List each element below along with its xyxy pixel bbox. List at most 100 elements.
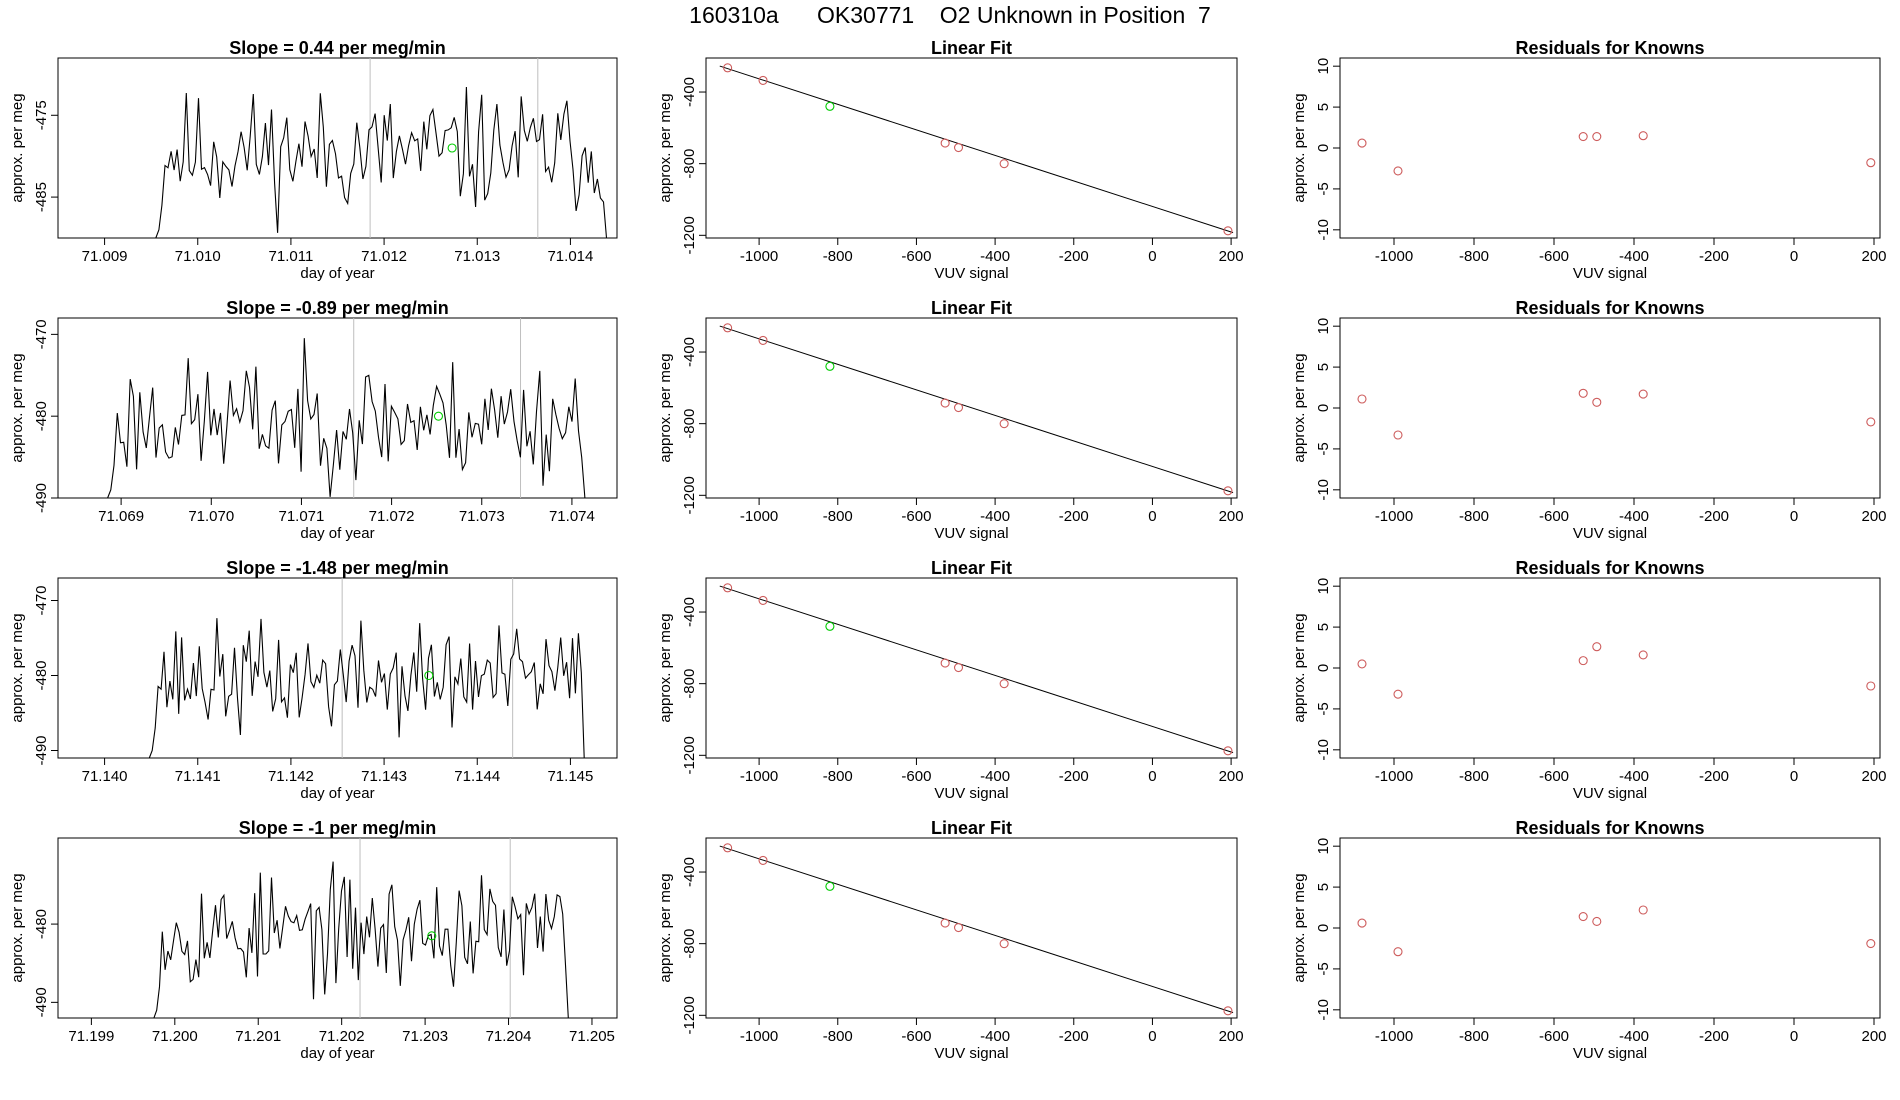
y-axis-label: approx. per meg bbox=[9, 873, 26, 982]
known-point bbox=[1223, 1006, 1233, 1016]
plot-title: Slope = 0.44 per meg/min bbox=[229, 38, 446, 58]
x-tick-label: -1000 bbox=[1375, 768, 1413, 785]
x-tick-label: 0 bbox=[1148, 768, 1156, 785]
known-point bbox=[1357, 659, 1367, 669]
plot-frame bbox=[1339, 837, 1881, 1019]
x-tick-label: 71.142 bbox=[268, 768, 314, 785]
x-tick-label: -800 bbox=[823, 508, 853, 525]
y-axis-label: approx. per meg bbox=[9, 613, 26, 722]
series-line bbox=[155, 86, 610, 239]
x-tick-label: -1000 bbox=[740, 768, 778, 785]
y-tick-label: -1200 bbox=[681, 996, 698, 1034]
known-point bbox=[999, 159, 1009, 169]
known-point bbox=[1223, 226, 1233, 236]
x-tick-label: -400 bbox=[980, 508, 1010, 525]
x-tick-label: 200 bbox=[1219, 248, 1244, 265]
known-point bbox=[1578, 656, 1588, 666]
x-tick-label: -200 bbox=[1059, 768, 1089, 785]
x-tick-label: -600 bbox=[901, 1028, 931, 1045]
known-point bbox=[999, 939, 1009, 949]
x-tick-label: 71.074 bbox=[549, 508, 595, 525]
x-tick-label: 200 bbox=[1861, 508, 1886, 525]
known-point bbox=[1357, 394, 1367, 404]
y-axis-label: approx. per meg bbox=[9, 353, 26, 462]
known-point bbox=[723, 843, 733, 853]
unknown-point bbox=[447, 143, 457, 153]
y-tick-label: -480 bbox=[33, 401, 50, 431]
y-tick-label: -10 bbox=[1315, 739, 1332, 761]
y-tick-label: -470 bbox=[33, 319, 50, 349]
known-point bbox=[1866, 681, 1876, 691]
x-tick-label: 71.205 bbox=[569, 1028, 615, 1045]
plot-title: Residuals for Knowns bbox=[1515, 558, 1704, 578]
x-axis-label: VUV signal bbox=[934, 265, 1008, 282]
known-point bbox=[1578, 131, 1588, 142]
x-axis-label: VUV signal bbox=[934, 1045, 1008, 1062]
x-tick-label: -600 bbox=[1539, 508, 1569, 525]
x-tick-label: -800 bbox=[1459, 248, 1489, 265]
known-point bbox=[1592, 916, 1602, 927]
plot-frame bbox=[1339, 577, 1881, 759]
x-tick-label: -200 bbox=[1699, 1028, 1729, 1045]
known-point bbox=[1357, 138, 1367, 148]
x-tick-label: -1000 bbox=[1375, 508, 1413, 525]
known-point bbox=[1393, 166, 1403, 176]
known-point bbox=[1357, 918, 1367, 928]
y-tick-label: -10 bbox=[1315, 219, 1332, 241]
y-tick-label: 5 bbox=[1315, 103, 1332, 111]
known-point bbox=[940, 138, 950, 148]
known-point bbox=[758, 335, 768, 345]
x-tick-label: 200 bbox=[1861, 768, 1886, 785]
fit-line bbox=[719, 845, 1234, 1014]
known-point bbox=[1592, 642, 1602, 652]
plot-title: Linear Fit bbox=[931, 38, 1012, 58]
y-tick-label: 10 bbox=[1315, 578, 1332, 595]
y-tick-label: -400 bbox=[681, 77, 698, 107]
x-tick-label: -400 bbox=[1619, 768, 1649, 785]
x-tick-label: -600 bbox=[901, 248, 931, 265]
y-axis-label: approx. per meg bbox=[657, 873, 674, 982]
y-tick-label: -480 bbox=[33, 660, 50, 690]
known-point bbox=[1638, 650, 1648, 660]
known-point bbox=[723, 63, 733, 73]
x-axis-label: VUV signal bbox=[1573, 525, 1647, 542]
known-point bbox=[999, 679, 1009, 689]
known-point bbox=[1866, 938, 1876, 949]
known-point bbox=[999, 419, 1009, 429]
known-point bbox=[1393, 430, 1403, 440]
y-tick-label: 5 bbox=[1315, 623, 1332, 631]
plot-title: Residuals for Knowns bbox=[1515, 818, 1704, 838]
x-tick-label: 71.071 bbox=[278, 508, 324, 525]
known-point bbox=[758, 595, 768, 605]
x-tick-label: 71.203 bbox=[402, 1028, 448, 1045]
x-tick-label: -600 bbox=[901, 768, 931, 785]
y-tick-label: -5 bbox=[1315, 442, 1332, 455]
x-tick-label: -800 bbox=[1459, 508, 1489, 525]
known-point bbox=[940, 918, 950, 928]
known-point bbox=[723, 323, 733, 333]
plot-title: Slope = -1 per meg/min bbox=[239, 818, 437, 838]
y-tick-label: -800 bbox=[681, 409, 698, 439]
fit-line bbox=[719, 65, 1234, 234]
plot-frame bbox=[57, 317, 618, 499]
x-tick-label: -1000 bbox=[1375, 248, 1413, 265]
x-tick-label: -600 bbox=[901, 508, 931, 525]
y-tick-label: -400 bbox=[681, 857, 698, 887]
unknown-point bbox=[825, 881, 835, 891]
known-point bbox=[723, 583, 733, 593]
x-tick-label: -400 bbox=[980, 248, 1010, 265]
x-tick-label: -400 bbox=[1619, 508, 1649, 525]
y-tick-label: 5 bbox=[1315, 363, 1332, 371]
plot-frame bbox=[705, 577, 1238, 759]
x-tick-label: -200 bbox=[1059, 1028, 1089, 1045]
plot-title: Linear Fit bbox=[931, 818, 1012, 838]
plot-frame bbox=[57, 837, 618, 1019]
known-point bbox=[1393, 689, 1403, 699]
x-tick-label: -400 bbox=[980, 1028, 1010, 1045]
x-tick-label: -800 bbox=[823, 1028, 853, 1045]
x-tick-label: -1000 bbox=[1375, 1028, 1413, 1045]
x-tick-label: -400 bbox=[1619, 248, 1649, 265]
y-tick-label: -400 bbox=[681, 597, 698, 627]
y-tick-label: -1200 bbox=[681, 476, 698, 514]
x-tick-label: -200 bbox=[1059, 508, 1089, 525]
